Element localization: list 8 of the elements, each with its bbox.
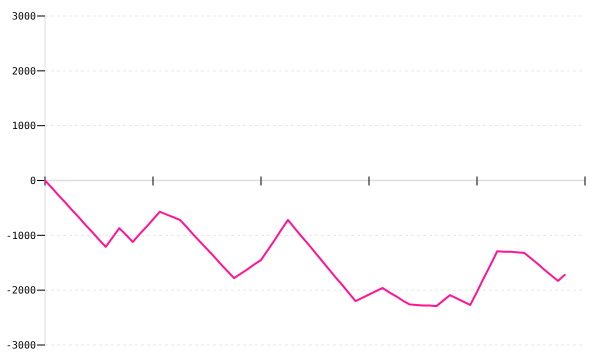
y-tick-label: -3000	[6, 340, 36, 352]
y-tick-label: -1000	[6, 230, 36, 242]
line-series	[44, 180, 566, 308]
y-tick-label: 0	[30, 176, 36, 187]
y-tick-label: -2000	[6, 286, 36, 297]
y-tick-label: 1000	[12, 121, 36, 132]
y-tick-label: 3000	[12, 12, 36, 22]
y-tick-label: 2000	[12, 66, 36, 78]
